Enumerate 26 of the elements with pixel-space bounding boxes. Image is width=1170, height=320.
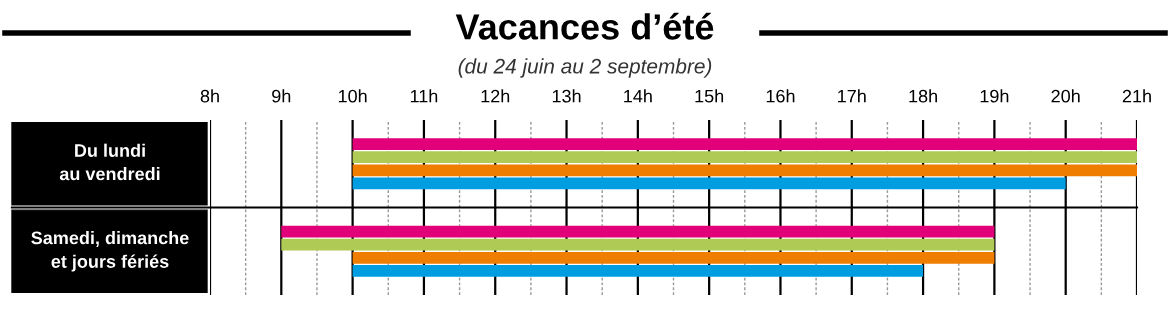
x-tick-label: 18h [909,89,937,103]
bar [352,251,995,264]
x-tick-label: 11h [410,89,438,103]
x-tick-label: 17h [838,89,866,103]
bar [352,138,1137,150]
x-tick-label: 14h [624,89,652,103]
y-tick-label: Samedi, dimanche et jours fériés [31,231,189,272]
bar [352,177,1066,190]
bar [352,164,1137,177]
x-tick-label: 16h [766,89,795,103]
x-tick-label: 20h [1051,89,1080,103]
x-tick-label: 12h [481,89,510,103]
chart-subtitle: (du 24 juin au 2 septembre) [458,58,712,78]
x-tick-label: 9h [272,89,291,103]
x-tick-label: 19h [980,89,1009,103]
x-tick-label: 8h [200,89,219,103]
x-tick-label: 13h [552,89,581,103]
x-tick-label: 21h [1122,89,1151,103]
bar [352,151,1137,164]
bar [281,238,995,251]
x-tick-label: 15h [695,89,724,103]
x-tick-label: 10h [338,89,367,103]
chart-title: Vacances d’été [455,12,714,40]
y-tick-label: Du lundi au vendredi [59,143,160,181]
bar [352,265,924,277]
bar [281,225,995,238]
